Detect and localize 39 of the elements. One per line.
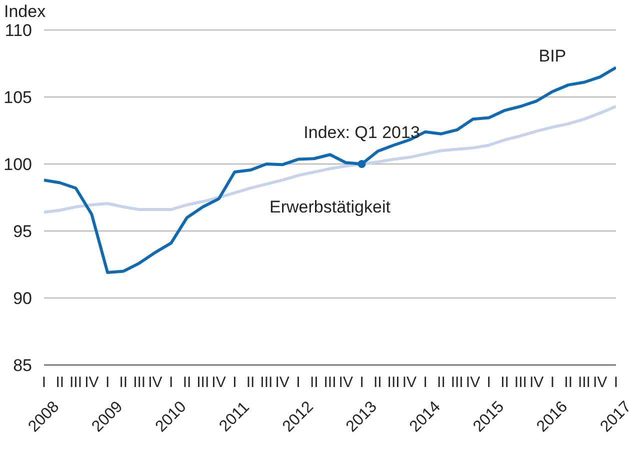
x-tick-label: II (373, 374, 382, 391)
y-tick-label: 95 (13, 222, 32, 242)
y-tick-label: 100 (4, 155, 32, 174)
y-tick-label: 105 (4, 88, 32, 108)
x-tick-label: IV (148, 374, 162, 391)
x-tick-label: II (310, 374, 318, 391)
y-axis-title: Index (4, 2, 46, 22)
line-series (44, 66, 616, 274)
x-tick-label: III (260, 374, 273, 391)
annotation: Index: Q1 2013 (304, 123, 420, 142)
x-tick-label: III (133, 374, 146, 391)
x-tick-label: II (246, 374, 255, 391)
x-tick-label: III (514, 374, 527, 391)
x-tick-label: IV (212, 374, 226, 391)
x-tick-label: IV (402, 374, 417, 391)
x-tick-label: IV (466, 374, 480, 391)
x-tick-label: III (387, 374, 400, 391)
x-tick-label: III (324, 374, 336, 391)
series-label: BIP (538, 46, 566, 66)
y-tick-label: 110 (4, 21, 32, 40)
x-tick-label: IV (275, 374, 290, 391)
x-tick-label: IV (84, 374, 99, 391)
series-label: Erwerbstätigkeit (270, 198, 391, 217)
x-tick-label: II (182, 374, 192, 391)
x-tick-label: III (70, 374, 82, 391)
x-tick-label: II (56, 374, 64, 391)
x-tick-label: III (196, 374, 210, 391)
x-tick-label: IV (338, 374, 353, 391)
x-tick-label: II (564, 374, 573, 391)
x-tick-label: III (450, 374, 464, 391)
x-tick-label: II (437, 374, 446, 391)
y-tick-label: 90 (13, 289, 32, 308)
x-tick-label: III (578, 374, 590, 391)
x-tick-label: II (500, 374, 509, 391)
x-tick-label: IV (529, 374, 544, 391)
y-tick-label: 85 (13, 356, 32, 376)
x-tick-label: IV (593, 374, 608, 391)
x-tick-label: II (119, 374, 128, 391)
line-series (44, 104, 616, 214)
